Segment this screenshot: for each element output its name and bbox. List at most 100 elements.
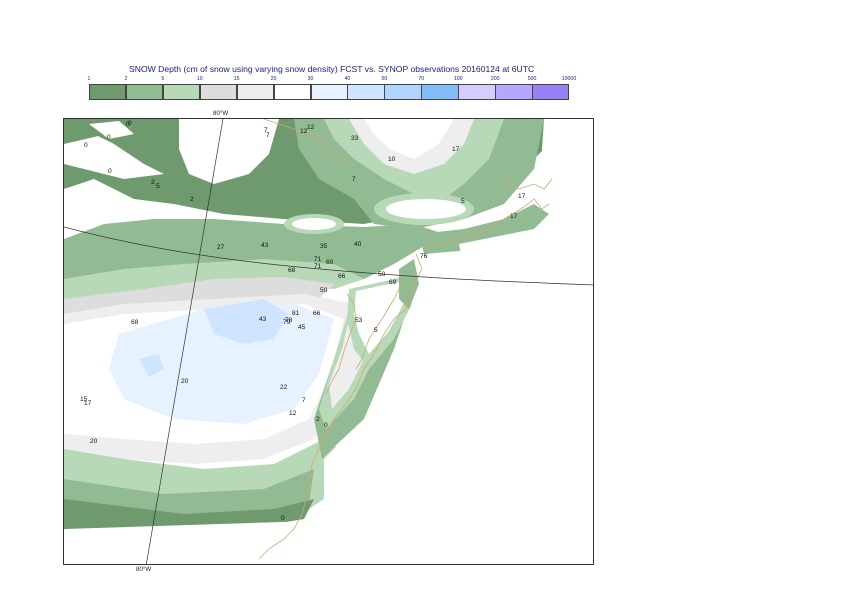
obs-value: 66 — [338, 273, 346, 280]
coastline-lakes — [263, 119, 355, 165]
obs-value: 0 — [108, 168, 112, 175]
fill-south-bottom — [64, 521, 319, 564]
legend-tick-label: 200 — [490, 76, 500, 82]
obs-value: 78 — [285, 317, 293, 324]
coastline-chesapeake — [325, 293, 357, 395]
obs-value: 43 — [261, 242, 269, 249]
fill-white-nw — [64, 129, 164, 179]
obs-value: 53 — [355, 317, 363, 324]
obs-value: 7 — [266, 132, 270, 139]
legend-tick-label: 100 — [453, 76, 463, 82]
legend-tick-label: 2 — [124, 76, 128, 82]
legend-swatch — [347, 84, 385, 100]
obs-value: 5 — [374, 327, 378, 334]
fill-nj — [399, 259, 419, 309]
fill-white-ne — [364, 119, 454, 159]
obs-value: 35 — [320, 243, 328, 250]
obs-value: 7 — [264, 127, 268, 134]
obs-value: 68 — [288, 267, 296, 274]
coastlines — [258, 119, 553, 560]
parallel-line — [64, 226, 593, 286]
legend-tick-label: 50 — [381, 76, 388, 82]
obs-value: 45 — [298, 324, 306, 331]
legend-swatch — [421, 84, 459, 100]
obs-value: 17 — [510, 213, 518, 220]
title-text: SNOW Depth (cm of snow using varying sno… — [129, 64, 535, 74]
obs-value: 12 — [307, 124, 315, 131]
legend-swatch — [199, 84, 238, 100]
coastline-ne2 — [503, 178, 553, 190]
obs-value: 0 — [324, 422, 328, 429]
color-legend: 1 2 5 10 15 20 30 40 50 70 100 200 500 10000 — [87, 76, 576, 102]
meridian-80w — [145, 119, 224, 564]
lon-label-top: 80°W — [213, 110, 229, 117]
legend-swatch — [89, 84, 127, 100]
fill-south-dark — [64, 499, 314, 529]
obs-value: 5 — [156, 183, 160, 190]
obs-value: 2 — [316, 416, 320, 423]
snow-depth-map: 0 0 0 0 0 2 5 2 7 7 12 12 33 10 17 7 5 17 17 27 43 35 40 71 76 68… — [63, 118, 594, 565]
fill-delmarva-white — [354, 282, 404, 354]
legend-tick-label: 10 — [196, 76, 203, 82]
legend-tick-label: 70 — [418, 76, 425, 82]
fill-ne-white-east — [459, 229, 593, 269]
fill-ne-ocean — [534, 119, 593, 259]
obs-value: 7 — [352, 176, 356, 183]
legend-swatch — [125, 84, 164, 100]
obs-value: 0 — [126, 121, 130, 128]
graticule — [64, 119, 593, 564]
obs-value: 27 — [217, 244, 225, 251]
obs-value: 50 — [378, 271, 386, 278]
legend-tick-label: 10000 — [561, 76, 577, 82]
obs-value: 68 — [131, 319, 139, 326]
legend-tick-label: 15 — [233, 76, 240, 82]
obs-value: 71 — [314, 263, 322, 270]
obs-value: 5 — [461, 198, 465, 205]
obs-value: 0 — [107, 134, 111, 141]
obs-value: 15 — [80, 396, 88, 403]
obs-value: 0 — [128, 120, 132, 127]
obs-value: 79 — [283, 319, 291, 326]
legend-swatch — [458, 84, 496, 100]
obs-value: 0 — [281, 515, 285, 522]
legend-tick-label: 30 — [307, 76, 314, 82]
fill-oval-1-white — [292, 218, 336, 230]
obs-value: 22 — [280, 384, 288, 391]
obs-value: 0 — [84, 142, 88, 149]
obs-value: 40 — [354, 241, 362, 248]
legend-tick-label: 20 — [270, 76, 277, 82]
legend-tick-label: 5 — [161, 76, 165, 82]
legend-tick-label: 1 — [87, 76, 91, 82]
obs-value: 12 — [289, 410, 297, 417]
coastline-ne — [423, 198, 550, 250]
obs-value: 2 — [190, 196, 194, 203]
legend-swatch — [310, 84, 348, 100]
obs-value: 17 — [452, 146, 460, 153]
legend-tick-label: 40 — [344, 76, 351, 82]
obs-value: 66 — [313, 310, 321, 317]
obs-value: 81 — [292, 310, 300, 317]
legend-swatch — [236, 84, 275, 100]
fill-nw-gray — [89, 121, 134, 139]
fill-south-blue-2 — [139, 354, 164, 377]
legend-tick-label: 500 — [527, 76, 537, 82]
legend-swatch — [384, 84, 422, 100]
fill-oval-2-white — [386, 199, 466, 219]
obs-value: 50 — [320, 287, 328, 294]
fill-south-blue-light — [109, 304, 334, 424]
legend-swatch — [532, 84, 570, 100]
obs-value: 12 — [300, 128, 308, 135]
obs-value: 33 — [351, 135, 359, 142]
obs-value: 2 — [151, 179, 155, 186]
obs-value: 71 — [314, 256, 322, 263]
fill-south-blue — [204, 299, 289, 344]
obs-value: 17 — [84, 400, 92, 407]
obs-value: 69 — [389, 279, 397, 286]
obs-value: 60 — [326, 259, 334, 266]
obs-value: 20 — [181, 378, 189, 385]
coastline-delmarva — [355, 278, 405, 370]
lon-label-bottom: 80°W — [136, 566, 152, 573]
fill-white-top — [179, 119, 279, 184]
